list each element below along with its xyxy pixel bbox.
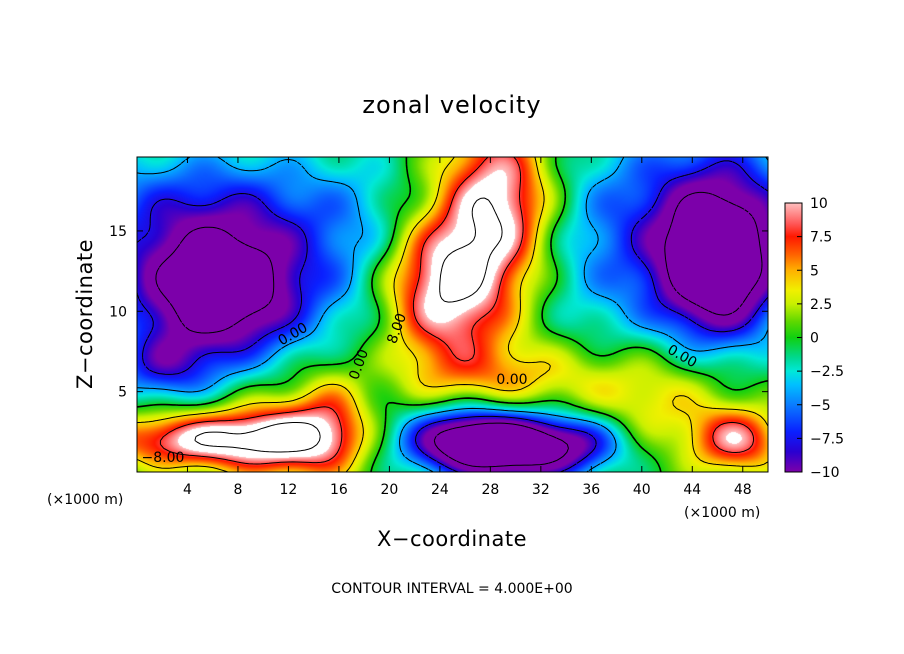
- colorbar-tick-label: −7.5: [810, 431, 844, 447]
- x-tick-label: 24: [431, 482, 449, 498]
- contour-label: 0.00: [496, 372, 527, 388]
- plot-area: 0.008.000.000.000.00−8.00: [136, 156, 769, 473]
- x-tick-label: 4: [183, 482, 192, 498]
- contour-level-line: [155, 191, 763, 468]
- x-tick-label: 40: [633, 482, 651, 498]
- contour-level-line: [159, 156, 755, 465]
- y-tick-label: 5: [118, 385, 127, 401]
- x-unit-left: (×1000 m): [47, 492, 123, 508]
- colorbar: 10 7.5 5 2.5 0 −2.5 −5 −7.5 −10: [784, 196, 844, 481]
- colorbar-tick-label: 7.5: [810, 230, 832, 246]
- contour-lines: [136, 156, 769, 473]
- contour-level-line: [136, 156, 769, 473]
- plot-frame: [136, 156, 769, 473]
- x-tick-label: 44: [683, 482, 701, 498]
- colorbar-ticks: 10 7.5 5 2.5 0 −2.5 −5 −7.5 −10: [797, 196, 844, 481]
- x-tick-label: 12: [280, 482, 298, 498]
- contour-label: −8.00: [142, 450, 185, 466]
- x-tick-label: 36: [582, 482, 600, 498]
- colorbar-tick-label: 0: [810, 331, 819, 347]
- x-axis-label: X−coordinate: [377, 527, 527, 551]
- x-tick-label: 16: [330, 482, 348, 498]
- x-tick-label: 20: [380, 482, 398, 498]
- x-axis-ticks: 4 8 12 16 20 24 28 32 36 40 44 48: [183, 157, 752, 498]
- x-tick-label: 8: [233, 482, 242, 498]
- colorbar-tick-label: 10: [810, 196, 828, 212]
- y-axis-label: Z−coordinate: [73, 239, 97, 389]
- contour-level-line: [194, 197, 503, 453]
- y-axis-ticks: 5 10 15: [109, 224, 768, 401]
- colorbar-tick-label: 5: [810, 263, 819, 279]
- contour-level-line: [136, 156, 769, 473]
- chart-title: zonal velocity: [362, 91, 541, 119]
- x-tick-label: 28: [481, 482, 499, 498]
- colorbar-tick-label: 2.5: [810, 297, 832, 313]
- velocity-field: [137, 157, 768, 472]
- colorbar-tick-label: −5: [810, 398, 831, 414]
- colorbar-tick-label: −2.5: [810, 364, 844, 380]
- contour-level-line: [136, 160, 769, 473]
- y-tick-label: 15: [109, 224, 127, 240]
- x-tick-label: 32: [532, 482, 550, 498]
- x-tick-label: 48: [734, 482, 752, 498]
- y-tick-label: 10: [109, 304, 127, 320]
- x-unit-right: (×1000 m): [684, 505, 760, 521]
- contour-interval-note: CONTOUR INTERVAL = 4.000E+00: [331, 581, 572, 597]
- contour-level-line: [136, 156, 769, 473]
- colorbar-tick-label: −10: [810, 465, 840, 481]
